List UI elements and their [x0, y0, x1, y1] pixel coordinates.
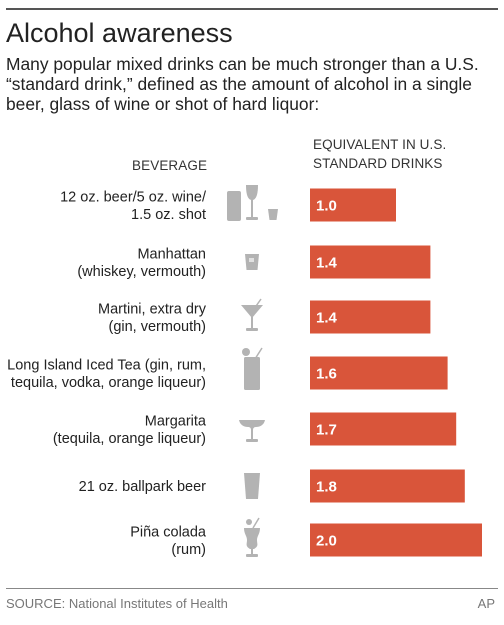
category-label: Margarita (tequila, orange liqueur): [53, 413, 207, 447]
category-label: Piña colada (rum): [130, 524, 207, 558]
pint-glass-icon: [244, 473, 260, 499]
bottom-rule: [6, 588, 498, 589]
value-label: 1.7: [316, 422, 337, 439]
bar: [310, 188, 396, 222]
value-label: 2.0: [316, 533, 337, 550]
martini-glass-icon: [241, 298, 263, 331]
value-label: 1.8: [316, 479, 337, 496]
hurricane-glass-icon: [244, 517, 260, 557]
bar: [310, 523, 482, 557]
beer-wine-shot-icon: [227, 185, 278, 221]
value-label: 1.0: [316, 198, 337, 215]
category-label: Martini, extra dry (gin, vermouth): [98, 301, 207, 335]
bar: [310, 245, 431, 279]
category-label: 21 oz. ballpark beer: [79, 479, 207, 495]
bar: [310, 469, 465, 503]
value-column-header: EQUIVALENT IN U.S. STANDARD DRINKS: [313, 137, 447, 171]
highball-glass-icon: [242, 347, 263, 390]
category-label: Long Island Iced Tea (gin, rum, tequila, …: [7, 357, 206, 391]
bar: [310, 356, 448, 390]
bar: [310, 300, 431, 334]
bar: [310, 412, 457, 446]
category-label: 12 oz. beer/5 oz. wine/1.5 oz. shot: [60, 189, 207, 223]
chart-subtitle: Many popular mixed drinks can be much st…: [6, 54, 479, 114]
beverage-column-header: BEVERAGE: [132, 158, 208, 173]
source-note: SOURCE: National Institutes of Health: [6, 596, 228, 611]
value-label: 1.4: [316, 255, 338, 272]
rocks-glass-icon: [245, 254, 259, 270]
chart-title: Alcohol awareness: [6, 18, 233, 48]
category-label: Manhattan (whiskey, vermouth): [77, 246, 206, 280]
value-label: 1.4: [316, 310, 338, 327]
margarita-glass-icon: [239, 420, 265, 442]
top-rule: [6, 8, 498, 10]
value-label: 1.6: [316, 366, 337, 383]
credit-ap: AP: [477, 596, 495, 611]
